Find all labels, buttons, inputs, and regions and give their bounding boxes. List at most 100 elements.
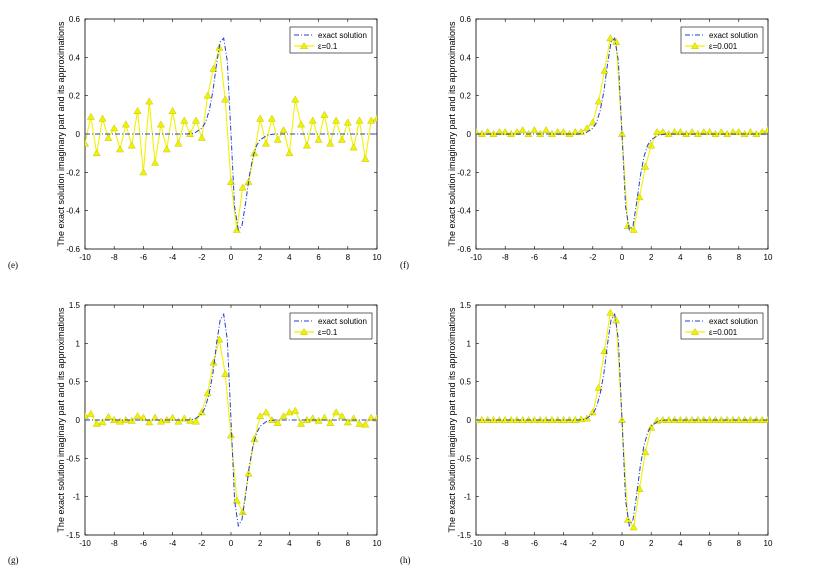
y-tick-label: -0.4 <box>66 207 80 216</box>
approx-marker <box>705 415 714 423</box>
approx-marker <box>221 369 230 377</box>
approx-marker <box>501 128 510 135</box>
approx-marker <box>92 419 101 427</box>
approx-marker <box>308 116 317 124</box>
y-tick-label: 0.6 <box>460 15 472 24</box>
x-tick-label: -10 <box>79 539 91 548</box>
panel-f: -10 -8 -6 -4 -2 0 2 4 6 8 10 -0.6 -0.4 -0.2 0 0.2 0.4 0.6… <box>400 15 773 270</box>
approx-marker <box>104 412 113 420</box>
y-tick-label: 0 <box>76 416 81 425</box>
panel-label: (g) <box>8 555 19 565</box>
approx-marker <box>209 64 218 72</box>
approx-marker <box>670 128 679 135</box>
approx-marker <box>764 126 768 134</box>
legend: exact solution ε=0.001 <box>680 26 764 54</box>
y-tick-label: 1.5 <box>460 301 472 310</box>
x-tick-label: -4 <box>560 253 568 262</box>
legend-marker-approx <box>691 41 699 49</box>
approx-marker <box>373 114 377 122</box>
x-tick-label: -2 <box>198 539 206 548</box>
approx-marker <box>291 406 300 414</box>
approx-marker <box>717 128 726 135</box>
approx-marker <box>571 128 580 135</box>
approx-marker <box>476 128 480 135</box>
panel-g: -10 -8 -6 -4 -2 0 2 4 6 8 10 -1.5 -1 -0.5 0 0.5 1 1.5The … <box>8 301 382 565</box>
plot-area <box>85 312 377 528</box>
approx-marker <box>116 417 124 425</box>
x-tick-label: -4 <box>169 253 177 262</box>
approx-marker <box>332 116 341 124</box>
approx-marker <box>495 128 504 135</box>
approx-marker <box>145 97 154 105</box>
approx-marker <box>139 413 148 421</box>
x-tick-label: 2 <box>649 253 654 262</box>
approx-marker <box>262 408 270 416</box>
x-tick-label: -8 <box>502 253 510 262</box>
approx-marker <box>273 135 282 143</box>
approx-marker <box>273 419 282 426</box>
approx-marker <box>355 419 364 427</box>
approx-marker <box>349 143 358 151</box>
y-tick-label: 1.5 <box>69 301 81 310</box>
approx-marker <box>232 225 241 233</box>
approx-marker <box>588 408 597 416</box>
approx-marker <box>145 418 154 426</box>
approx-marker <box>133 412 142 420</box>
approx-marker <box>174 139 183 147</box>
approx-marker <box>338 135 346 143</box>
y-tick-label: -0.4 <box>457 207 471 216</box>
approx-marker <box>238 507 247 515</box>
x-tick-label: 10 <box>373 253 382 262</box>
x-tick-label: -8 <box>111 539 119 548</box>
x-tick-label: 4 <box>678 253 683 262</box>
y-tick-label: 0.6 <box>69 15 81 24</box>
approx-marker <box>483 128 492 135</box>
approx-marker <box>530 126 539 134</box>
y-axis-label: The exact solution imaginary part and it… <box>447 307 457 533</box>
y-tick-label: 1 <box>76 339 81 348</box>
y-tick-label: 0.2 <box>460 92 472 101</box>
approx-marker <box>361 420 370 428</box>
y-tick-label: -0.6 <box>457 245 471 254</box>
approx-marker <box>606 34 615 42</box>
approx-marker <box>594 97 603 105</box>
x-tick-label: -6 <box>531 253 539 262</box>
x-tick-label: 6 <box>707 539 712 548</box>
x-tick-label: 0 <box>620 253 625 262</box>
approx-marker <box>279 126 288 134</box>
x-tick-label: -10 <box>79 253 91 262</box>
y-tick-label: -0.5 <box>66 454 80 463</box>
approx-marker <box>104 133 113 141</box>
x-tick-label: 0 <box>620 539 625 548</box>
approx-marker <box>139 168 148 176</box>
approx-marker <box>758 128 767 135</box>
approx-marker <box>85 139 89 147</box>
series-exact-line <box>476 37 768 231</box>
approx-marker <box>647 141 656 149</box>
approx-marker <box>133 106 142 114</box>
approx-marker <box>583 124 591 132</box>
approx-marker <box>227 431 235 439</box>
legend-label-approx: ε=0.001 <box>709 328 738 337</box>
y-axis-label: The exact solution imaginary part and it… <box>447 21 457 247</box>
plot-area <box>476 308 768 531</box>
approx-marker <box>361 154 370 162</box>
legend-label-exact: exact solution <box>318 317 367 326</box>
approx-marker <box>559 128 568 135</box>
y-tick-label: 0.4 <box>460 53 472 62</box>
approx-marker <box>367 413 376 421</box>
approx-marker <box>606 308 615 316</box>
legend-marker-approx <box>300 41 308 49</box>
approx-marker <box>612 37 621 45</box>
x-tick-label: -4 <box>169 539 177 548</box>
y-tick-label: 1 <box>467 339 472 348</box>
legend-label-exact: exact solution <box>318 31 367 40</box>
x-tick-label: -2 <box>589 253 597 262</box>
x-tick-label: -6 <box>531 539 539 548</box>
approx-marker <box>110 124 119 132</box>
x-tick-label: 6 <box>316 539 321 548</box>
approx-marker <box>285 408 294 416</box>
approx-marker <box>699 128 708 135</box>
approx-marker <box>338 412 346 420</box>
